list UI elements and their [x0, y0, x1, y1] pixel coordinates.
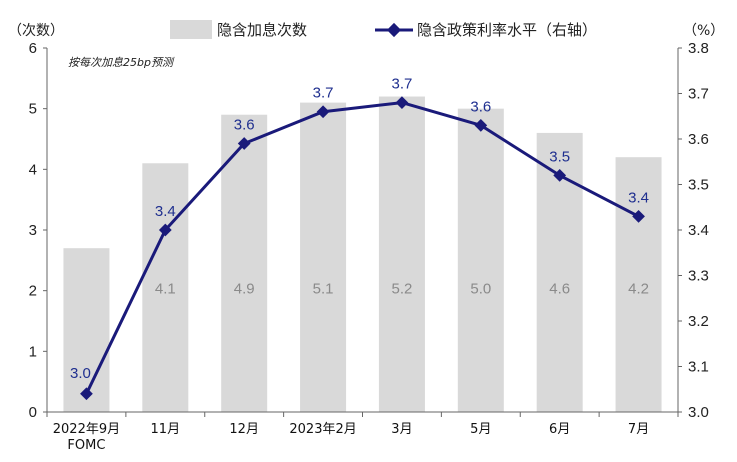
- line-point: [395, 96, 409, 109]
- plot-area: 0 1 2 3 4 5 6 3.0 3.1 3.2 3.3 3.4 3.5 3.6 3.7 3.8 2022年9…: [29, 40, 709, 453]
- legend-line-marker: [386, 22, 402, 38]
- right-tick-label: 3.8: [688, 40, 709, 57]
- legend-bar-swatch: [170, 20, 212, 39]
- right-tick-label: 3.7: [688, 86, 709, 103]
- right-tick-label: 3.0: [688, 404, 709, 421]
- annotation-note: 按每次加息25bp预测: [68, 56, 175, 69]
- bar: [142, 163, 189, 412]
- bar-data-label: 5.0: [470, 281, 491, 298]
- x-tick-label: 6月: [549, 422, 570, 437]
- line-data-label: 3.7: [313, 85, 334, 102]
- bar: [300, 102, 347, 412]
- left-tick-label: 5: [29, 101, 37, 118]
- line-point: [474, 118, 488, 132]
- x-tick-label: 5月: [470, 422, 491, 437]
- line-point: [80, 387, 93, 401]
- bar: [457, 108, 504, 413]
- left-tick-label: 1: [29, 343, 37, 360]
- legend-bar-label: 隐含加息次数: [217, 21, 307, 39]
- legend-line-label: 隐含政策利率水平（右轴）: [417, 21, 597, 39]
- line-data-label: 3.6: [234, 117, 255, 134]
- bar: [221, 114, 268, 412]
- right-tick-label: 3.4: [688, 222, 709, 239]
- legend: 隐含加息次数 隐含政策利率水平（右轴）: [170, 20, 597, 39]
- left-tick-label: 2: [29, 283, 37, 300]
- bar-data-label: 4.2: [628, 281, 649, 298]
- x-tick-label: 3月: [391, 422, 412, 437]
- right-tick-label: 3.3: [688, 268, 709, 285]
- right-tick-label: 3.1: [688, 359, 709, 376]
- right-axis-unit: （%）: [683, 23, 724, 39]
- line-data-label: 3.4: [155, 203, 176, 220]
- bar-data-label: 4.9: [234, 281, 255, 298]
- x-tick-label: 11月: [151, 422, 181, 437]
- bar-data-label: 4.1: [155, 281, 176, 298]
- x-tick-label: 2023年2月: [289, 422, 356, 437]
- left-axis-unit: （次数）: [8, 23, 64, 39]
- bar-data-label: 4.6: [549, 281, 570, 298]
- bar-data-label: 5.1: [313, 281, 334, 298]
- line-point: [237, 137, 251, 150]
- right-tick-label: 3.6: [688, 131, 709, 148]
- right-tick-label: 3.2: [688, 313, 709, 330]
- bar: [63, 248, 110, 412]
- line-data-label: 3.4: [628, 189, 649, 206]
- line-point: [158, 223, 172, 237]
- left-tick-label: 6: [29, 40, 37, 57]
- left-tick-label: 4: [29, 161, 37, 178]
- bar-data-label: 5.2: [392, 281, 413, 298]
- left-tick-label: 0: [29, 404, 37, 421]
- line-data-label: 3.6: [470, 98, 491, 115]
- line-data-label: 3.7: [392, 76, 413, 93]
- line-point: [316, 105, 330, 119]
- line-data-label: 3.5: [549, 148, 570, 165]
- bar: [378, 96, 425, 413]
- x-tick-label: 2022年9月 FOMC: [53, 422, 120, 453]
- x-tick-label: 12月: [229, 422, 259, 437]
- line-data-label: 3.0: [70, 365, 91, 382]
- line-series: [85, 101, 640, 395]
- bar: [615, 157, 662, 412]
- left-tick-label: 3: [29, 222, 37, 239]
- right-tick-label: 3.5: [688, 177, 709, 194]
- x-tick-label: 7月: [628, 422, 649, 437]
